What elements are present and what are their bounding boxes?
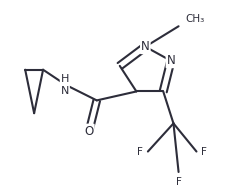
Text: N: N [167, 54, 175, 67]
Text: F: F [137, 146, 143, 157]
Text: F: F [176, 177, 182, 187]
Text: N: N [141, 40, 150, 53]
Text: H
N: H N [61, 74, 69, 96]
Text: F: F [201, 146, 207, 157]
Text: O: O [84, 125, 94, 138]
Text: CH₃: CH₃ [185, 14, 204, 24]
